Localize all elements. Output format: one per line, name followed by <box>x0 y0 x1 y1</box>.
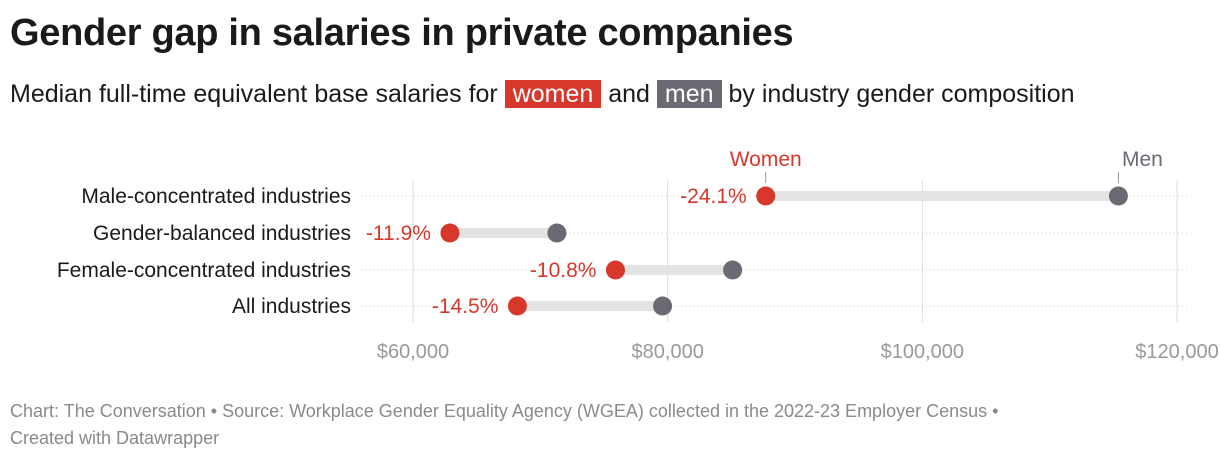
legend-men: Men <box>1122 148 1163 171</box>
men-dot <box>1108 186 1128 206</box>
footer-credit: Created with Datawrapper <box>10 428 220 448</box>
chart-title: Gender gap in salaries in private compan… <box>10 12 794 54</box>
x-tick-label: $60,000 <box>377 341 449 363</box>
women-highlight: women <box>504 80 602 108</box>
legend-women: Women <box>730 148 802 171</box>
women-dot <box>605 260 625 280</box>
chart-subtitle: Median full-time equivalent base salarie… <box>10 80 1075 109</box>
gap-label: -24.1% <box>680 185 747 208</box>
men-highlight: men <box>656 80 722 108</box>
gap-label: -14.5% <box>432 295 499 318</box>
footer-source: Chart: The Conversation • Source: Workpl… <box>10 401 999 421</box>
category-label: Female-concentrated industries <box>57 259 351 282</box>
men-dot <box>653 296 673 316</box>
x-tick-label: $80,000 <box>632 341 704 363</box>
men-dot <box>547 223 567 243</box>
footer: Chart: The Conversation • Source: Workpl… <box>10 398 1210 452</box>
women-dot <box>507 296 527 316</box>
x-tick-label: $120,000 <box>1135 341 1218 363</box>
category-label: Male-concentrated industries <box>81 185 351 208</box>
category-label: Gender-balanced industries <box>93 222 351 245</box>
gap-label: -10.8% <box>530 259 597 282</box>
subtitle-text: by industry gender composition <box>728 80 1075 108</box>
men-dot <box>723 260 743 280</box>
gap-label: -11.9% <box>366 222 431 245</box>
x-tick-label: $100,000 <box>881 341 964 363</box>
category-label: All industries <box>232 295 351 318</box>
women-dot <box>756 186 776 206</box>
dot-plot: $60,000 $80,000 $100,000 $120,000 Male-conce… <box>57 148 1219 363</box>
subtitle-text: and <box>608 80 650 108</box>
women-dot <box>440 223 460 243</box>
subtitle-text: Median full-time equivalent base salarie… <box>10 80 498 108</box>
